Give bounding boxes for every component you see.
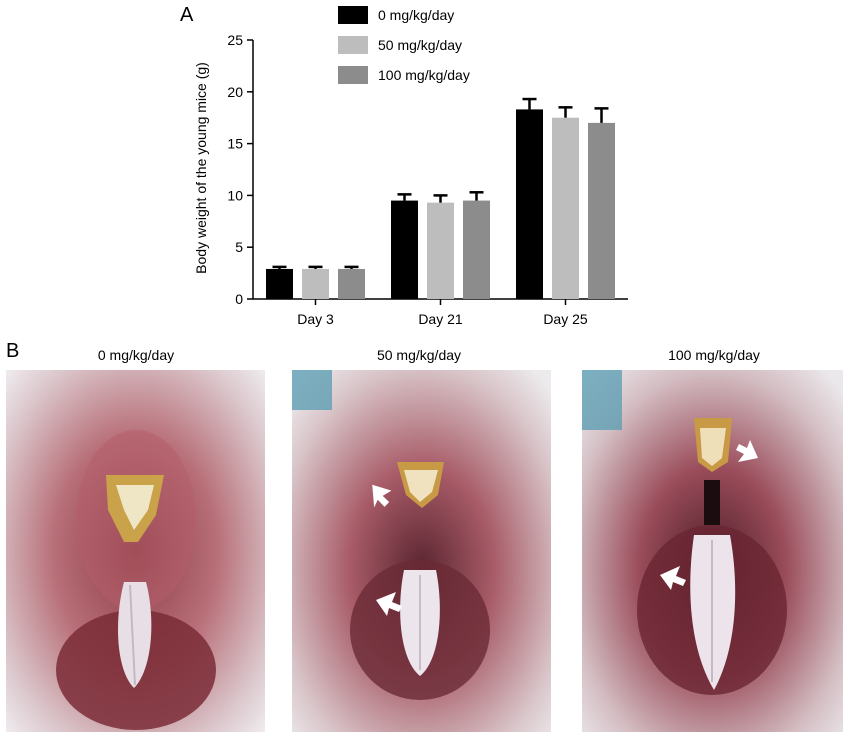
legend-swatch xyxy=(338,6,368,24)
y-tick-label: 25 xyxy=(227,32,243,48)
bar xyxy=(427,202,454,299)
y-tick-label: 20 xyxy=(227,84,243,100)
legend-label: 0 mg/kg/day xyxy=(378,7,454,23)
bar xyxy=(552,117,579,299)
legend-swatch xyxy=(338,66,368,84)
bar xyxy=(302,268,329,299)
legend-label: 100 mg/kg/day xyxy=(378,67,470,83)
mouse-incisor-photo-0 xyxy=(6,370,265,732)
mouse-incisor-photo-50 xyxy=(292,370,551,732)
x-tick-label: Day 3 xyxy=(297,311,334,327)
photo-title-0: 0 mg/kg/day xyxy=(97,347,175,363)
y-tick-label: 15 xyxy=(227,136,243,152)
chart-legend: 0 mg/kg/day 50 mg/kg/day 100 mg/kg/day xyxy=(338,6,470,84)
photo-title-50: 50 mg/kg/day xyxy=(376,347,462,363)
chart-bars xyxy=(266,97,615,299)
bar xyxy=(516,109,543,299)
bar xyxy=(391,200,418,299)
arrow-icon xyxy=(372,484,392,508)
bar xyxy=(463,200,490,299)
arrow-icon xyxy=(660,566,686,590)
x-tick-label: Day 25 xyxy=(543,311,588,327)
bar-chart: 0 mg/kg/day 50 mg/kg/day 100 mg/kg/day Bod… xyxy=(193,6,628,327)
y-tick-label: 0 xyxy=(235,291,243,307)
x-tick-label: Day 21 xyxy=(418,311,463,327)
arrow-icon xyxy=(736,440,758,462)
bar xyxy=(588,122,615,299)
y-tick-label: 5 xyxy=(235,239,243,255)
mouse-incisor-photo-100 xyxy=(582,370,843,732)
legend-label: 50 mg/kg/day xyxy=(378,37,462,53)
panel-a-label: A xyxy=(180,4,194,26)
bar xyxy=(266,268,293,299)
y-tick-label: 10 xyxy=(227,187,243,203)
photo-title-100: 100 mg/kg/day xyxy=(668,347,760,363)
panel-b-label: B xyxy=(6,340,20,362)
bar xyxy=(338,268,365,299)
y-axis-label: Body weight of the young mice (g) xyxy=(193,62,209,274)
arrow-icon xyxy=(376,592,402,616)
legend-swatch xyxy=(338,36,368,54)
